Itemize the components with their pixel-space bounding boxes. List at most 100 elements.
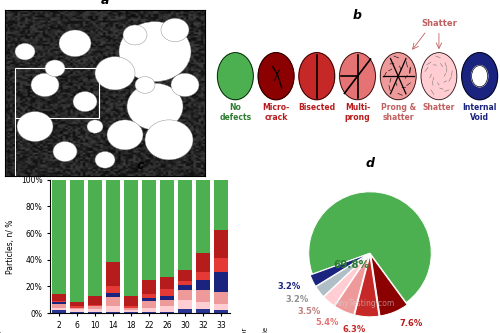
Bar: [178, 281, 192, 285]
Text: 7.6%: 7.6%: [399, 319, 422, 328]
Bar: [160, 296, 174, 300]
Bar: [196, 290, 209, 302]
Bar: [52, 302, 66, 304]
Bar: [196, 272, 209, 280]
Bar: [214, 272, 228, 292]
Circle shape: [123, 25, 147, 45]
Bar: [70, 306, 84, 308]
Bar: [124, 310, 138, 312]
Wedge shape: [316, 254, 368, 297]
Bar: [106, 180, 120, 262]
Bar: [15, 68, 99, 118]
Bar: [214, 180, 228, 230]
Bar: [124, 308, 138, 310]
Circle shape: [299, 53, 334, 100]
Circle shape: [462, 53, 498, 100]
Text: Bisected: Bisected: [298, 103, 336, 112]
Bar: [52, 294, 66, 301]
Bar: [196, 302, 209, 309]
Bar: [142, 280, 156, 294]
Wedge shape: [354, 255, 379, 317]
Bar: [70, 308, 84, 309]
Bar: [196, 253, 209, 272]
Bar: [160, 289, 174, 296]
Bar: [106, 312, 120, 313]
Circle shape: [472, 66, 488, 87]
Text: 6.3%: 6.3%: [343, 325, 366, 333]
Bar: [52, 308, 66, 310]
Circle shape: [380, 53, 416, 100]
Text: Shatter: Shatter: [421, 19, 457, 28]
Circle shape: [45, 60, 65, 77]
Circle shape: [421, 53, 457, 100]
Bar: [214, 304, 228, 310]
Bar: [52, 310, 66, 313]
Text: 69.8%: 69.8%: [334, 260, 370, 270]
Bar: [124, 296, 138, 306]
Bar: [178, 180, 192, 270]
Bar: [178, 285, 192, 290]
Bar: [142, 312, 156, 313]
Circle shape: [107, 120, 143, 150]
Bar: [160, 300, 174, 306]
Circle shape: [73, 92, 97, 112]
Wedge shape: [371, 255, 407, 316]
Bar: [160, 180, 174, 277]
Circle shape: [218, 53, 254, 100]
Bar: [142, 294, 156, 298]
Circle shape: [95, 152, 115, 168]
Circle shape: [87, 120, 103, 133]
Bar: [88, 306, 102, 309]
Circle shape: [59, 30, 91, 57]
Bar: [142, 301, 156, 308]
Text: AnyTesting.com: AnyTesting.com: [335, 299, 395, 308]
Bar: [70, 312, 84, 313]
Text: b: b: [353, 9, 362, 22]
Bar: [160, 277, 174, 289]
Bar: [124, 306, 138, 308]
Bar: [214, 230, 228, 258]
Text: d: d: [366, 157, 374, 170]
Bar: [106, 262, 120, 286]
Text: Shatter: Shatter: [422, 103, 455, 112]
Text: Prong &
shatter: Prong & shatter: [380, 103, 416, 122]
Bar: [142, 298, 156, 301]
Text: Anode: Anode: [263, 326, 269, 333]
Bar: [160, 312, 174, 313]
Wedge shape: [324, 255, 368, 306]
Bar: [52, 180, 66, 294]
Circle shape: [340, 53, 376, 100]
Bar: [124, 312, 138, 313]
Bar: [214, 258, 228, 272]
Bar: [178, 270, 192, 281]
Bar: [70, 302, 84, 306]
Text: No
defects: No defects: [220, 103, 252, 122]
Bar: [124, 180, 138, 296]
Bar: [70, 309, 84, 312]
Bar: [106, 306, 120, 312]
Bar: [106, 293, 120, 297]
Bar: [88, 296, 102, 305]
Bar: [142, 180, 156, 280]
Bar: [178, 309, 192, 313]
Wedge shape: [334, 255, 369, 315]
Circle shape: [161, 18, 189, 42]
Text: Micro-
crack: Micro- crack: [262, 103, 289, 122]
Bar: [88, 180, 102, 296]
Bar: [52, 301, 66, 302]
Circle shape: [127, 83, 183, 130]
Text: 3.5%: 3.5%: [297, 307, 320, 316]
Text: Separator: Separator: [242, 326, 248, 333]
Bar: [88, 305, 102, 306]
Bar: [106, 297, 120, 306]
Bar: [88, 309, 102, 312]
Wedge shape: [308, 192, 432, 303]
Bar: [160, 306, 174, 312]
Bar: [70, 180, 84, 302]
Bar: [178, 300, 192, 309]
Y-axis label: Particles, n/ %: Particles, n/ %: [6, 219, 15, 274]
Bar: [178, 290, 192, 300]
Circle shape: [171, 73, 199, 97]
Circle shape: [17, 112, 53, 142]
Circle shape: [145, 120, 193, 160]
